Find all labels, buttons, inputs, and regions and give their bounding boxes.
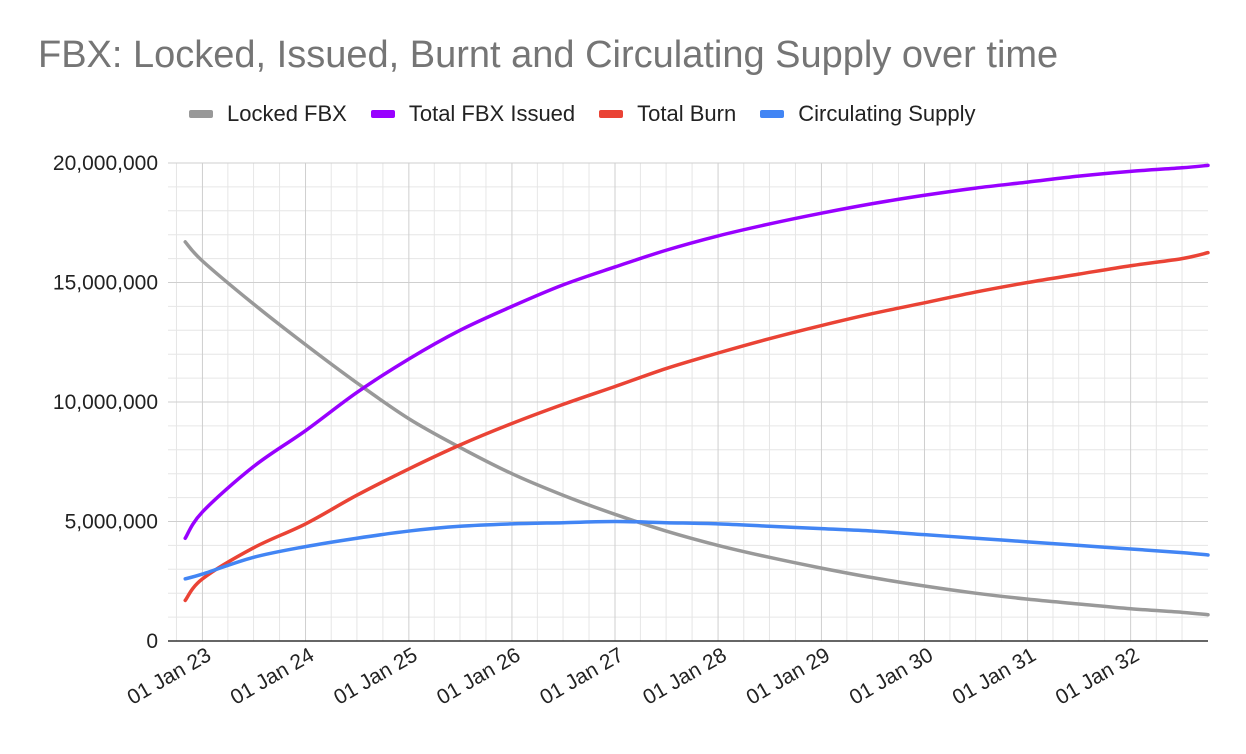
x-tick-label: 01 Jan 23	[124, 643, 215, 709]
legend-swatch-circulating-supply	[760, 110, 785, 118]
legend-label-circulating-supply: Circulating Supply	[798, 101, 976, 126]
x-axis-ticks: 01 Jan 23 01 Jan 24 01 Jan 25 01 Jan 26 01 J…	[124, 643, 1144, 709]
x-tick-label: 01 Jan 28	[639, 643, 730, 709]
legend-swatch-total-fbx-issued	[370, 110, 395, 118]
x-tick-label: 01 Jan 25	[330, 643, 421, 709]
x-tick-label: 01 Jan 30	[846, 643, 937, 709]
legend-swatch-total-burn	[599, 110, 624, 118]
y-tick-label: 5,000,000	[65, 511, 158, 534]
legend-item-locked-fbx[interactable]: Locked FBX	[189, 101, 347, 127]
series-line-total-fbx-issued	[183, 163, 1210, 540]
x-tick-label: 01 Jan 31	[949, 643, 1040, 709]
x-tick-label: 01 Jan 24	[227, 643, 319, 709]
legend-label-total-burn: Total Burn	[637, 101, 737, 126]
y-axis-ticks: 0 5,000,000 10,000,000 15,000,000 20,000,000	[53, 152, 158, 653]
x-tick-label: 01 Jan 26	[433, 643, 524, 709]
y-tick-label: 10,000,000	[53, 391, 158, 414]
series-line-locked-fbx	[183, 240, 1210, 617]
x-tick-label: 01 Jan 29	[743, 643, 834, 709]
chart-title: FBX: Locked, Issued, Burnt and Circulati…	[38, 34, 1059, 76]
legend-label-locked-fbx: Locked FBX	[227, 101, 347, 126]
legend-swatch-locked-fbx	[189, 110, 213, 118]
y-tick-label: 15,000,000	[53, 272, 158, 295]
series-lines	[183, 163, 1210, 617]
series-line-circulating-supply	[183, 519, 1210, 581]
x-tick-label: 01 Jan 32	[1052, 643, 1143, 709]
x-tick-label: 01 Jan 27	[536, 643, 627, 709]
legend-item-circulating-supply[interactable]: Circulating Supply	[760, 101, 976, 127]
legend: Locked FBX Total FBX Issued Total Burn C…	[189, 100, 1000, 128]
y-tick-label: 20,000,000	[53, 152, 158, 175]
series-line-total-burn	[183, 250, 1210, 603]
legend-item-total-burn[interactable]: Total Burn	[599, 101, 736, 127]
y-tick-label: 0	[146, 630, 158, 653]
legend-label-total-fbx-issued: Total FBX Issued	[408, 101, 576, 126]
legend-item-total-fbx-issued[interactable]: Total FBX Issued	[370, 101, 576, 127]
